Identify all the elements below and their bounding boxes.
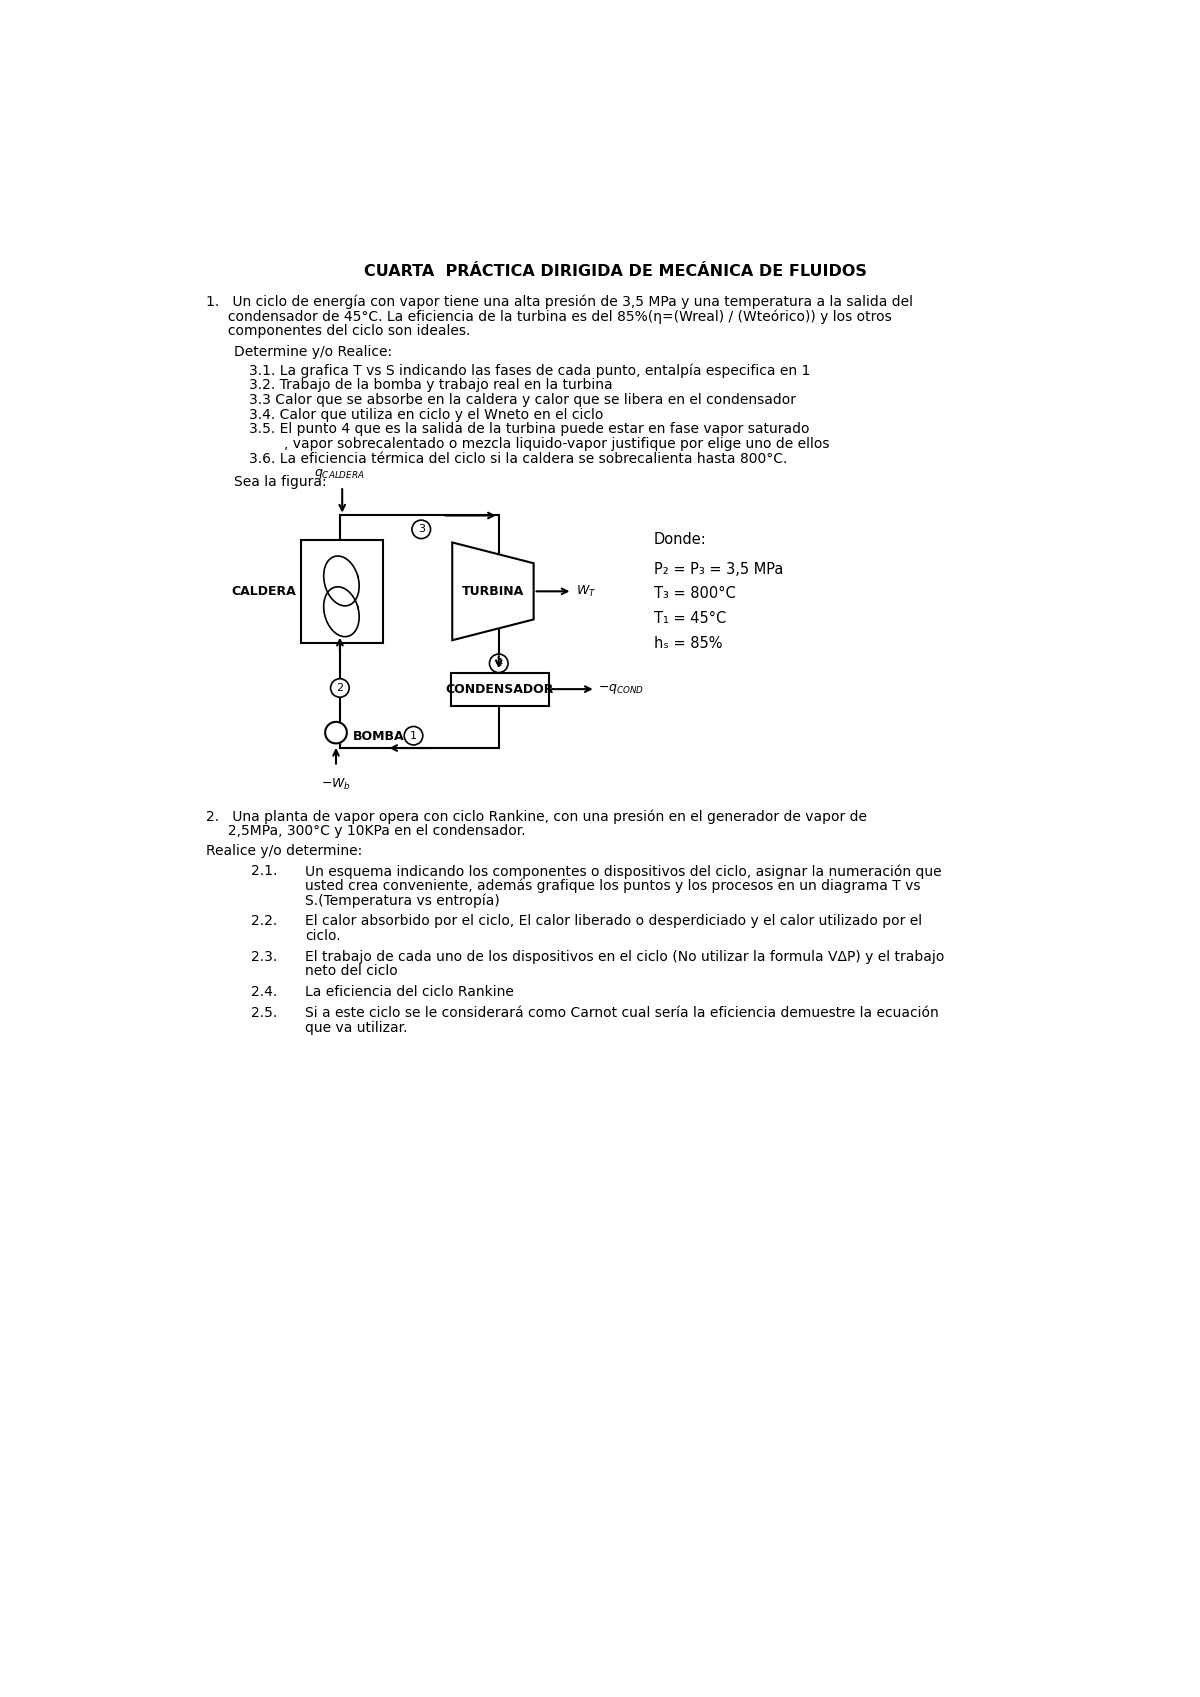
Text: 2.4.: 2.4. (251, 986, 277, 1000)
Text: 3.1. La grafica T vs S indicando las fases de cada punto, entalpía especifica en: 3.1. La grafica T vs S indicando las fas… (250, 363, 810, 378)
Bar (451, 672, 550, 706)
Text: $-q_{COND}$: $-q_{COND}$ (598, 682, 644, 696)
Text: El calor absorbido por el ciclo, El calor liberado o desperdiciado y el calor ut: El calor absorbido por el ciclo, El calo… (305, 915, 922, 928)
Text: BOMBA: BOMBA (353, 730, 404, 743)
Text: 2.2.: 2.2. (251, 915, 277, 928)
Text: T₃ = 800°C: T₃ = 800°C (654, 587, 736, 601)
Text: Determine y/o Realice:: Determine y/o Realice: (234, 344, 392, 358)
Text: 1: 1 (410, 731, 418, 740)
Text: 2: 2 (336, 682, 343, 692)
Polygon shape (452, 543, 534, 640)
Text: 1.   Un ciclo de energía con vapor tiene una alta presión de 3,5 MPa y una tempe: 1. Un ciclo de energía con vapor tiene u… (206, 295, 913, 309)
Text: Un esquema indicando los componentes o dispositivos del ciclo, asignar la numera: Un esquema indicando los componentes o d… (305, 864, 942, 879)
Text: El trabajo de cada uno de los dispositivos en el ciclo (No utilizar la formula V: El trabajo de cada uno de los dispositiv… (305, 950, 944, 964)
Text: usted crea conveniente, además grafique los puntos y los procesos en un diagrama: usted crea conveniente, además grafique … (305, 879, 920, 893)
Text: P₂ = P₃ = 3,5 MPa: P₂ = P₃ = 3,5 MPa (654, 562, 784, 577)
Circle shape (404, 726, 422, 745)
Bar (301, 540, 383, 643)
Text: 2,5MPa, 300°C y 10KPa en el condensador.: 2,5MPa, 300°C y 10KPa en el condensador. (206, 825, 526, 838)
Text: 3.2. Trabajo de la bomba y trabajo real en la turbina: 3.2. Trabajo de la bomba y trabajo real … (250, 378, 613, 392)
Text: 2.3.: 2.3. (251, 950, 277, 964)
Text: componentes del ciclo son ideales.: componentes del ciclo son ideales. (206, 324, 470, 338)
Circle shape (325, 721, 347, 743)
Text: ciclo.: ciclo. (305, 928, 341, 944)
Text: 2.   Una planta de vapor opera con ciclo Rankine, con una presión en el generado: 2. Una planta de vapor opera con ciclo R… (206, 809, 866, 825)
Text: 2.5.: 2.5. (251, 1006, 277, 1020)
Text: TURBINA: TURBINA (462, 585, 524, 597)
Text: CUARTA  PRÁCTICA DIRIGIDA DE MECÁNICA DE FLUIDOS: CUARTA PRÁCTICA DIRIGIDA DE MECÁNICA DE … (364, 263, 866, 278)
Text: 3.4. Calor que utiliza en ciclo y el Wneto en el ciclo: 3.4. Calor que utiliza en ciclo y el Wne… (250, 407, 604, 421)
Text: CONDENSADOR: CONDENSADOR (445, 682, 554, 696)
Text: hₛ = 85%: hₛ = 85% (654, 636, 722, 650)
Text: 3: 3 (418, 524, 425, 535)
Text: $W_T$: $W_T$ (576, 584, 596, 599)
Circle shape (490, 653, 508, 672)
Text: neto del ciclo: neto del ciclo (305, 964, 397, 979)
Text: S.(Temperatura vs entropía): S.(Temperatura vs entropía) (305, 894, 499, 908)
Text: 3.3 Calor que se absorbe en la caldera y calor que se libera en el condensador: 3.3 Calor que se absorbe en la caldera y… (250, 394, 797, 407)
Text: T₁ = 45°C: T₁ = 45°C (654, 611, 726, 626)
Text: , vapor sobrecalentado o mezcla liquido-vapor justifique por elige uno de ellos: , vapor sobrecalentado o mezcla liquido-… (250, 436, 829, 451)
Text: $-W_b$: $-W_b$ (322, 777, 350, 791)
Text: 3.5. El punto 4 que es la salida de la turbina puede estar en fase vapor saturad: 3.5. El punto 4 que es la salida de la t… (250, 423, 810, 436)
Text: CALDERA: CALDERA (232, 585, 296, 597)
Text: 3.6. La eficiencia térmica del ciclo si la caldera se sobrecalienta hasta 800°C.: 3.6. La eficiencia térmica del ciclo si … (250, 451, 787, 465)
Text: Sea la figura:: Sea la figura: (234, 475, 326, 489)
Text: condensador de 45°C. La eficiencia de la turbina es del 85%(η=(Wreal) / (Wteóric: condensador de 45°C. La eficiencia de la… (206, 309, 892, 324)
Text: Donde:: Donde: (654, 533, 707, 548)
Text: 4: 4 (496, 658, 503, 669)
Text: Realice y/o determine:: Realice y/o determine: (206, 843, 362, 857)
Text: que va utilizar.: que va utilizar. (305, 1020, 408, 1035)
Circle shape (412, 519, 431, 538)
Text: $q_{CALDERA}$: $q_{CALDERA}$ (313, 467, 365, 480)
Circle shape (330, 679, 349, 697)
Text: 2.1.: 2.1. (251, 864, 277, 879)
Text: Si a este ciclo se le considerará como Carnot cual sería la eficiencia demuestre: Si a este ciclo se le considerará como C… (305, 1006, 938, 1020)
Text: La eficiencia del ciclo Rankine: La eficiencia del ciclo Rankine (305, 986, 514, 1000)
